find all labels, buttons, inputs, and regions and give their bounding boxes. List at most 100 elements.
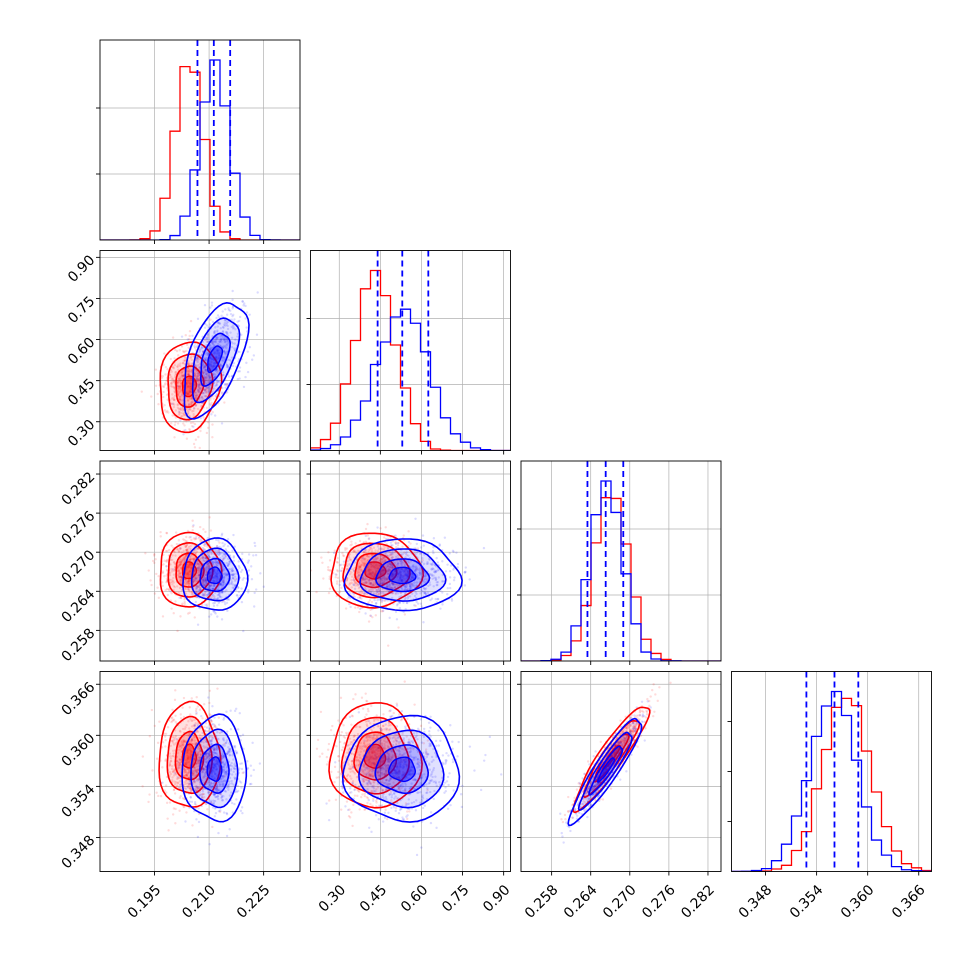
sample-point	[178, 385, 181, 389]
sample-point	[216, 570, 219, 574]
sample-point	[222, 323, 226, 327]
sample-point	[254, 553, 258, 557]
sample-point	[216, 343, 220, 346]
sample-point	[394, 592, 398, 596]
sample-point	[196, 567, 200, 570]
sample-point	[245, 311, 249, 314]
sample-point	[167, 829, 170, 832]
sample-point	[366, 522, 369, 526]
sample-point	[222, 580, 225, 584]
sample-point	[215, 348, 219, 352]
sample-point	[181, 558, 185, 561]
sample-point	[208, 356, 212, 359]
sample-point	[213, 414, 217, 417]
sample-point	[443, 536, 447, 539]
sample-point	[205, 579, 208, 582]
sample-point	[179, 562, 182, 566]
sample-point	[220, 391, 224, 394]
sample-point	[421, 559, 424, 562]
sample-point	[205, 571, 208, 575]
sample-point	[179, 408, 183, 412]
sample-point	[206, 568, 210, 571]
sample-point	[241, 578, 244, 581]
sample-point	[232, 556, 235, 559]
sample-point	[210, 304, 214, 307]
sample-point	[188, 590, 191, 593]
sample-point	[206, 335, 210, 338]
sample-point	[225, 363, 229, 367]
sample-point	[391, 573, 395, 576]
sample-point	[206, 351, 209, 355]
sample-point	[206, 421, 210, 424]
sample-point	[193, 346, 197, 349]
sample-point	[172, 612, 175, 615]
sample-point	[188, 570, 191, 574]
sample-point	[368, 599, 372, 602]
sample-point	[155, 757, 159, 760]
sample-point	[205, 573, 208, 576]
y-tick-label: 0.270	[59, 547, 99, 587]
sample-point	[195, 550, 199, 553]
sample-point	[205, 340, 209, 343]
sample-point	[328, 587, 332, 590]
sample-point	[204, 369, 207, 372]
sample-point	[216, 350, 219, 353]
sample-point	[204, 368, 208, 372]
sample-point	[197, 569, 200, 573]
sample-point	[368, 582, 371, 585]
sample-point	[222, 577, 225, 580]
sample-point	[362, 578, 365, 582]
sample-point	[226, 327, 230, 331]
sample-point	[144, 552, 147, 555]
sample-point	[212, 352, 215, 355]
sample-point	[179, 362, 182, 365]
sample-point	[421, 534, 425, 537]
sample-point	[231, 305, 235, 309]
sample-point	[201, 362, 205, 365]
sample-point	[180, 373, 184, 377]
sample-point	[216, 593, 219, 597]
sample-point	[221, 346, 225, 349]
sample-point	[157, 403, 160, 406]
sample-point	[203, 594, 206, 597]
sample-point	[217, 353, 221, 357]
sample-point	[176, 406, 180, 409]
sample-point	[356, 606, 360, 609]
sample-point	[170, 382, 173, 385]
contour-level	[182, 537, 249, 611]
sample-point	[220, 314, 223, 317]
sample-point	[336, 576, 340, 580]
sample-point	[382, 576, 385, 580]
sample-point	[196, 379, 199, 383]
sample-point	[215, 574, 219, 578]
sample-point	[363, 593, 366, 596]
sample-point	[148, 735, 152, 738]
sample-point	[225, 313, 229, 316]
sample-point	[227, 598, 231, 601]
sample-point	[179, 560, 183, 564]
sample-point	[224, 554, 227, 557]
sample-point	[369, 581, 373, 585]
sample-point	[165, 564, 168, 568]
sample-point	[184, 555, 188, 558]
sample-point	[176, 629, 179, 633]
sample-point	[215, 597, 219, 601]
sample-point	[163, 575, 166, 578]
sample-point	[207, 593, 210, 596]
sample-point	[231, 576, 234, 580]
sample-point	[202, 371, 205, 374]
sample-point	[403, 551, 406, 554]
sample-point	[214, 384, 217, 388]
contour-series-1	[182, 537, 249, 611]
sample-point	[197, 562, 200, 566]
sample-point	[209, 587, 212, 590]
sample-point	[185, 543, 189, 546]
sample-point	[189, 390, 193, 394]
sample-point	[378, 573, 381, 577]
sample-point	[187, 379, 190, 382]
sample-point	[197, 390, 201, 393]
sample-point	[161, 581, 164, 584]
sample-point	[197, 390, 200, 393]
sample-point	[368, 589, 371, 592]
sample-point	[174, 689, 177, 692]
